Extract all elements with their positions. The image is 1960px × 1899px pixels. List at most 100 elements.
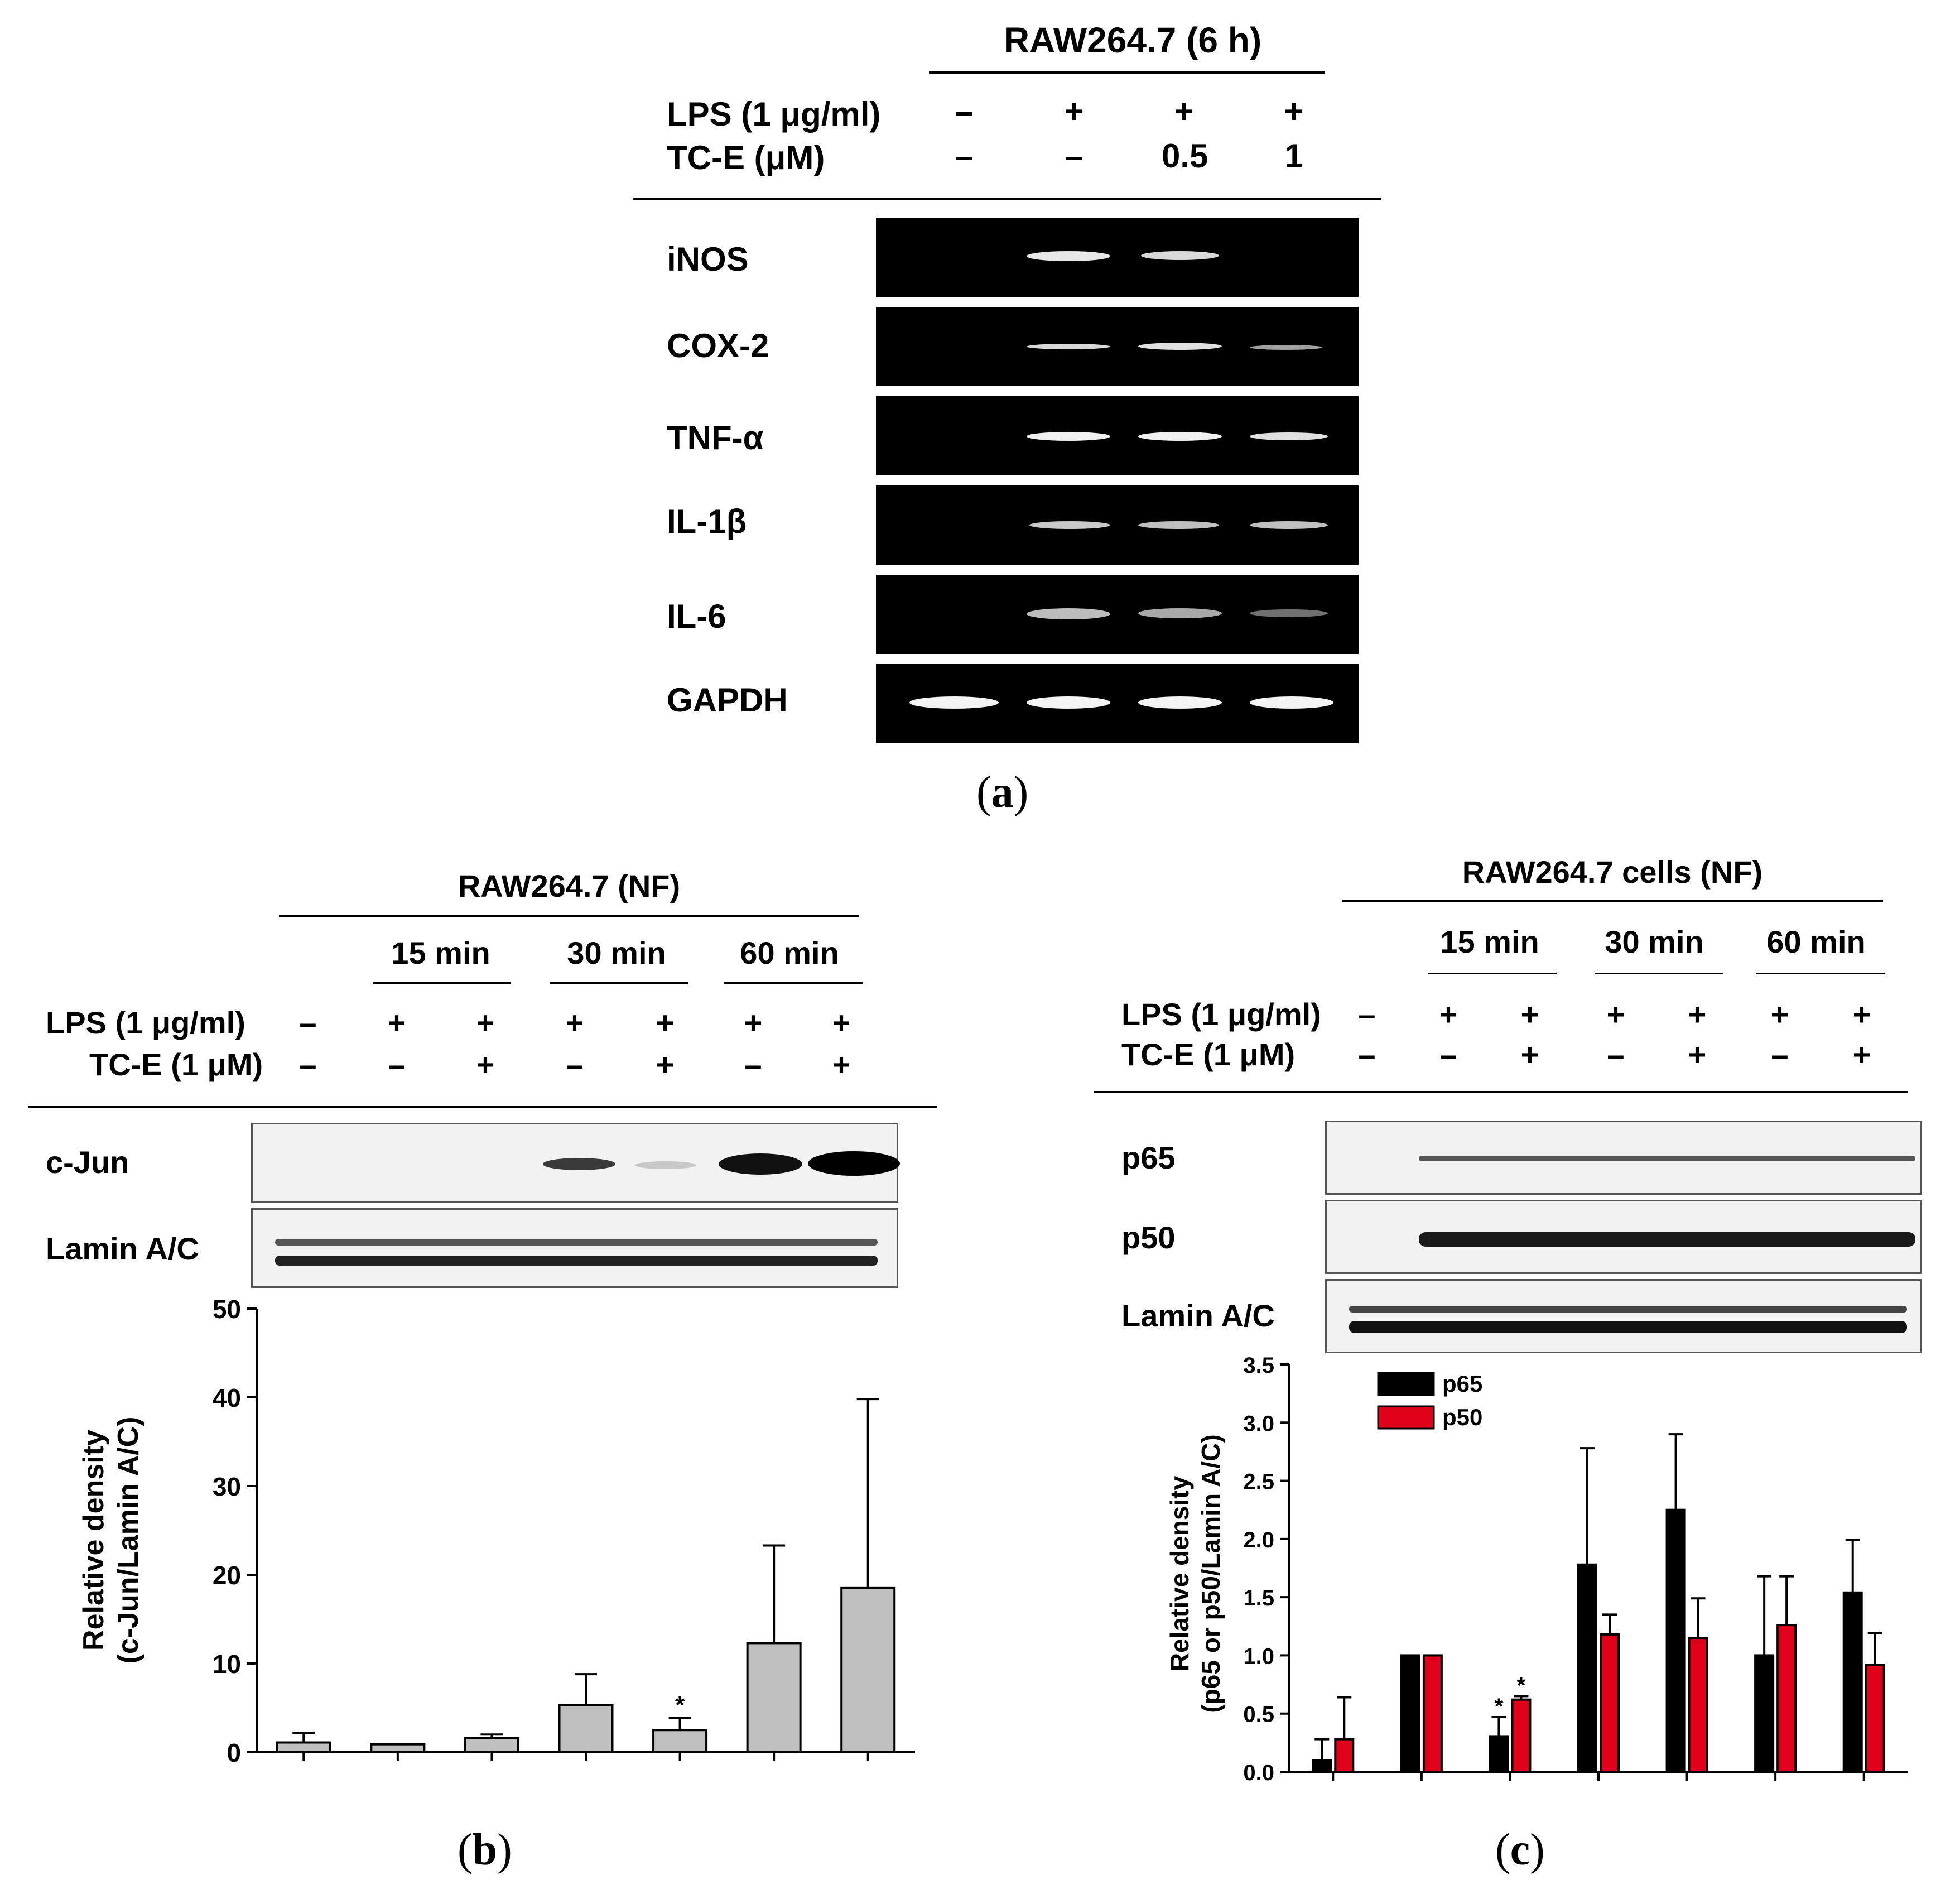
panel-b-header-rule (279, 915, 859, 917)
gel-band (1027, 251, 1110, 261)
western-blot-p65 (1325, 1121, 1922, 1195)
lps-symbol: – (299, 1005, 317, 1040)
legend-label-p50: p50 (1442, 1404, 1482, 1430)
lps-symbol: + (656, 1005, 675, 1040)
tce-symbol: + (476, 1047, 495, 1082)
panel-c-divider (1094, 1091, 1908, 1093)
caption-letter: b (472, 1825, 498, 1874)
y-tick-label: 50 (213, 1295, 241, 1324)
lps-symbol: + (744, 1005, 763, 1040)
gel-band (1029, 521, 1110, 529)
gel-il1b (876, 485, 1359, 565)
bar-p65 (1665, 1508, 1686, 1773)
gel-band (1138, 608, 1222, 618)
y-tick-label: 0 (227, 1738, 241, 1767)
tce-symbol: – (1607, 1037, 1625, 1072)
tce-symbol: + (1688, 1037, 1707, 1072)
bar-p65 (1842, 1591, 1863, 1773)
y-tick-label: 3.5 (1243, 1353, 1274, 1378)
bar (652, 1729, 708, 1753)
panel-c-header: RAW264.7 cells (NF) (1462, 854, 1763, 890)
lps-symbol: + (1770, 997, 1789, 1032)
panel-c-caption: (c) (1495, 1825, 1545, 1876)
time-label: 15 min (1440, 924, 1539, 959)
panel-b-caption: (b) (458, 1825, 512, 1876)
caption-paren: ( (458, 1825, 473, 1874)
bar (276, 1741, 331, 1754)
gel-band (1138, 432, 1222, 441)
tce-symbol: – (955, 137, 974, 175)
time-rule (1756, 973, 1885, 974)
gel-band (1138, 343, 1222, 350)
gel-band (1027, 432, 1110, 441)
bar (464, 1737, 519, 1753)
y-axis-label-line: Relative density (78, 1430, 110, 1651)
lps-symbol: + (1174, 93, 1194, 130)
y-tick-label: 2.0 (1243, 1528, 1274, 1552)
legend-swatch-p50 (1377, 1405, 1435, 1430)
y-tick-label: 1.5 (1243, 1586, 1274, 1610)
tce-symbol: + (656, 1047, 675, 1082)
bar-p65 (1489, 1735, 1509, 1773)
lps-symbol: + (832, 1005, 851, 1040)
blot-band (808, 1151, 900, 1176)
time-label: 60 min (740, 935, 839, 970)
panel-b-header: RAW264.7 (NF) (458, 868, 681, 903)
bar-p50 (1422, 1654, 1443, 1773)
caption-letter: c (1510, 1825, 1530, 1874)
caption-letter: a (991, 768, 1014, 817)
lps-symbol: + (1852, 997, 1871, 1032)
lps-symbol: – (1358, 997, 1376, 1032)
panel-a-header-rule (929, 71, 1325, 74)
tce-label: TC-E (μM) (667, 139, 825, 176)
gel-band (1250, 696, 1333, 709)
tce-symbol: – (1771, 1037, 1789, 1072)
tce-symbol: – (1358, 1037, 1376, 1072)
y-tick-label: 2.5 (1243, 1470, 1274, 1494)
y-tick-label: 40 (213, 1383, 241, 1412)
y-axis-label-line: (c-Jun/Lamin A/C) (112, 1417, 145, 1664)
blot-band-lower (1349, 1321, 1907, 1333)
blot-label-cjun: c-Jun (46, 1145, 129, 1180)
bar-p50 (1511, 1698, 1532, 1773)
bar-p65 (1312, 1759, 1332, 1773)
gel-band (1027, 344, 1110, 349)
blot-band-upper (275, 1239, 878, 1246)
tce-symbol: – (1439, 1037, 1457, 1072)
caption-paren: ) (1530, 1825, 1545, 1874)
tce-symbol: – (744, 1047, 762, 1082)
time-label: 30 min (1605, 924, 1704, 959)
lps-symbol: + (1688, 997, 1707, 1032)
y-tick-label: 0.5 (1243, 1703, 1274, 1727)
tce-symbol: – (388, 1047, 406, 1082)
caption-paren: ( (976, 768, 991, 817)
lps-label: LPS (1 μg/ml) (667, 95, 881, 133)
blot-band (1419, 1156, 1915, 1161)
tce-symbol: + (1852, 1037, 1871, 1072)
blot-band-lower (275, 1256, 878, 1266)
significance-marker: * (675, 1691, 685, 1719)
lps-symbol: – (955, 93, 974, 130)
tce-symbol: + (1520, 1037, 1539, 1072)
y-tick-label: 10 (213, 1650, 241, 1679)
lps-symbol: + (1439, 997, 1458, 1032)
gel-band (1141, 251, 1219, 260)
blot-label-lamin: Lamin A/C (1121, 1298, 1275, 1333)
lps-symbol: + (565, 1005, 584, 1040)
panel-a-caption: (a) (976, 767, 1028, 818)
lps-symbol: + (1606, 997, 1625, 1032)
gene-label-gapdh: GAPDH (667, 681, 788, 719)
blot-label-p65: p65 (1121, 1140, 1176, 1175)
caption-paren: ) (1013, 768, 1029, 817)
lps-symbol: + (1520, 997, 1539, 1032)
y-axis-label: Relative density(p65 or p50/Lamin A/C) (1165, 1434, 1225, 1713)
significance-marker: * (1517, 1673, 1526, 1698)
blot-label-lamin: Lamin A/C (46, 1231, 199, 1266)
gel-gapdh (876, 664, 1359, 743)
bar-p50 (1865, 1664, 1885, 1773)
tce-symbol: 1 (1284, 137, 1303, 175)
gel-band (1027, 608, 1110, 619)
y-tick-label: 0.0 (1243, 1761, 1274, 1785)
gene-label-inos: iNOS (667, 241, 749, 278)
bar-p65 (1400, 1654, 1420, 1773)
